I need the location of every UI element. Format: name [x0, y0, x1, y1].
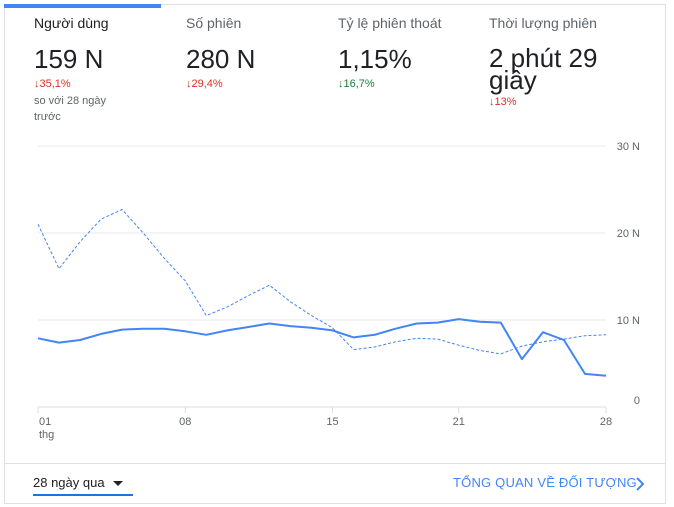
metric-tab-users[interactable]: Người dùng 159 N ↓35,1% so với 28 ngày t…	[34, 14, 174, 125]
metric-value: 280 N	[186, 44, 256, 74]
caret-down-icon	[112, 481, 123, 487]
metric-label: Thời lượng phiên	[489, 15, 597, 31]
metric-delta: ↓16,7%	[338, 78, 375, 90]
metric-delta: ↓35,1%	[34, 78, 71, 90]
users-line-chart: 30 N 20 N 10 N 0 01 08 15 21 28 thg	[37, 141, 640, 441]
metric-value: 1,15%	[338, 44, 412, 74]
y-tick-label: 0	[634, 395, 640, 407]
metric-delta: ↓29,4%	[186, 78, 223, 90]
metric-delta: ↓13%	[489, 96, 517, 108]
active-tab-indicator	[4, 4, 161, 8]
metric-label: Tỷ lệ phiên thoát	[338, 15, 442, 31]
x-tick-month-label: thg	[39, 429, 54, 441]
metric-value: 159 N	[34, 44, 104, 74]
audience-overview-link[interactable]: TỔNG QUAN VỀ ĐỐI TƯỢNG	[453, 475, 637, 490]
audience-overview-card	[4, 4, 666, 504]
date-range-label: 28 ngày qua	[33, 475, 105, 490]
metric-tab-bounce-rate[interactable]: Tỷ lệ phiên thoát 1,15% ↓16,7%	[338, 14, 478, 91]
chevron-right-icon[interactable]	[633, 476, 647, 492]
x-tick-label: 08	[179, 416, 191, 428]
metric-value: 2 phút 29 giây	[489, 43, 598, 95]
x-tick-label: 21	[453, 416, 465, 428]
x-tick-label: 15	[326, 416, 338, 428]
x-tick-label: 01	[39, 416, 51, 428]
metric-label: Số phiên	[186, 15, 242, 31]
y-tick-label: 30 N	[617, 141, 640, 153]
series-line-previous-period	[37, 209, 607, 355]
series-line-current-period	[37, 318, 607, 377]
metric-label: Người dùng	[34, 15, 109, 31]
x-tick-label: 28	[600, 416, 612, 428]
comparison-note: so với 28 ngày trước	[34, 95, 107, 123]
metric-tab-session-duration[interactable]: Thời lượng phiên 2 phút 29 giây ↓13%	[489, 14, 629, 109]
footer-divider	[5, 463, 665, 464]
metric-tab-sessions[interactable]: Số phiên 280 N ↓29,4%	[186, 14, 326, 91]
y-tick-label: 10 N	[617, 315, 640, 327]
date-range-dropdown[interactable]: 28 ngày qua	[33, 474, 133, 496]
y-tick-label: 20 N	[617, 228, 640, 240]
